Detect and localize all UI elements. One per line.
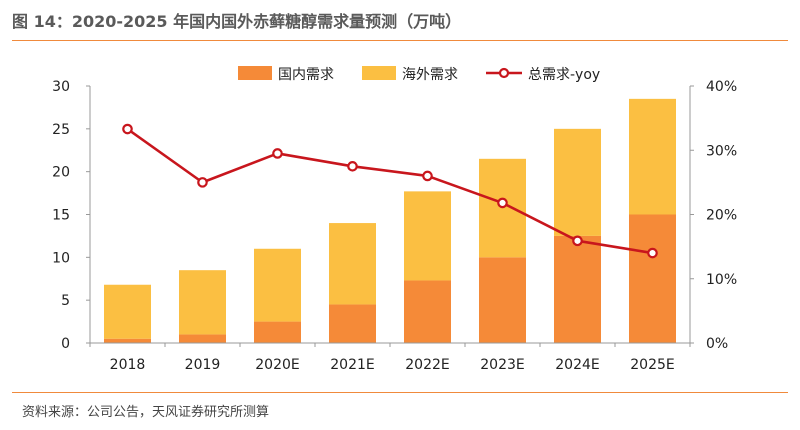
yoy-point-2018 [122,123,133,135]
left-tick-label: 30 [52,79,70,95]
source-rule [12,392,788,393]
left-tick-label: 20 [52,165,70,181]
left-tick-label: 25 [52,122,70,138]
bar-domestic-2022E [404,280,451,343]
right-tick-label: 20% [706,208,737,224]
legend-marker-yoy [498,67,510,79]
yoy-point-2022E [422,170,433,182]
yoy-point-2025E [647,247,658,259]
bar-domestic-2021E [329,304,376,343]
bar-domestic-2018 [104,338,151,343]
x-tick-label-2025E: 2025E [630,357,674,373]
yoy-point-2021E [347,161,358,172]
bar-domestic-2019 [179,334,226,343]
x-tick-label-2020E: 2020E [255,357,299,373]
yoy-line-layer [122,123,658,259]
bar-overseas-2024E [554,128,601,236]
legend-label-domestic: 国内需求 [278,67,334,83]
bar-domestic-2023E [479,257,526,343]
title-rule [12,40,788,41]
yoy-point-2023E [497,197,508,209]
left-tick-label: 5 [61,293,70,309]
bar-domestic-2024E [554,235,601,343]
legend-swatch-domestic [238,66,272,80]
right-tick-label: 40% [706,79,737,95]
left-tick-label: 0 [61,336,70,352]
chart: 0 5 10 15 20 25 30 0% 10% 20% 30% 40% 2018 2019 2020E 2… [52,66,737,373]
x-tick-label-2019: 2019 [185,357,221,373]
axis-layer: 0 5 10 15 20 25 30 0% 10% 20% 30% 40% 2018 2019 2020E 2… [52,79,737,373]
right-tick-label: 30% [706,143,737,159]
legend-label-yoy: 总需求-yoy [528,67,600,83]
bar-layer [104,98,676,343]
legend: 国内需求 海外需求 总需求-yoy [238,66,600,83]
yoy-point-2019 [197,177,208,188]
bar-overseas-2020E [254,248,301,322]
x-tick-label-2023E: 2023E [480,357,524,373]
right-tick-label: 0% [706,336,728,352]
bar-domestic-2020E [254,321,301,343]
bar-overseas-2018 [104,284,151,339]
x-tick-label-2021E: 2021E [330,357,374,373]
legend-label-overseas: 海外需求 [402,67,458,83]
bar-overseas-2019 [179,270,226,335]
left-tick-label: 15 [52,208,70,224]
source-note: 资料来源：公司公告，天风证券研究所测算 [22,405,270,420]
left-tick-label: 10 [52,250,70,266]
x-tick-label-2024E: 2024E [555,357,599,373]
bar-overseas-2025E [629,98,676,215]
yoy-point-2020E [272,148,283,159]
yoy-line [126,127,653,255]
bar-overseas-2022E [404,191,451,281]
chart-title: 图 14：2020-2025 年国内国外赤藓糖醇需求量预测（万吨） [12,12,462,31]
yoy-point-2024E [572,235,583,247]
legend-swatch-overseas [362,66,396,80]
x-tick-label-2018: 2018 [110,357,146,373]
x-tick-label-2022E: 2022E [405,357,449,373]
bar-domestic-2025E [629,214,676,343]
right-tick-label: 10% [706,272,737,288]
bar-overseas-2021E [329,223,376,305]
